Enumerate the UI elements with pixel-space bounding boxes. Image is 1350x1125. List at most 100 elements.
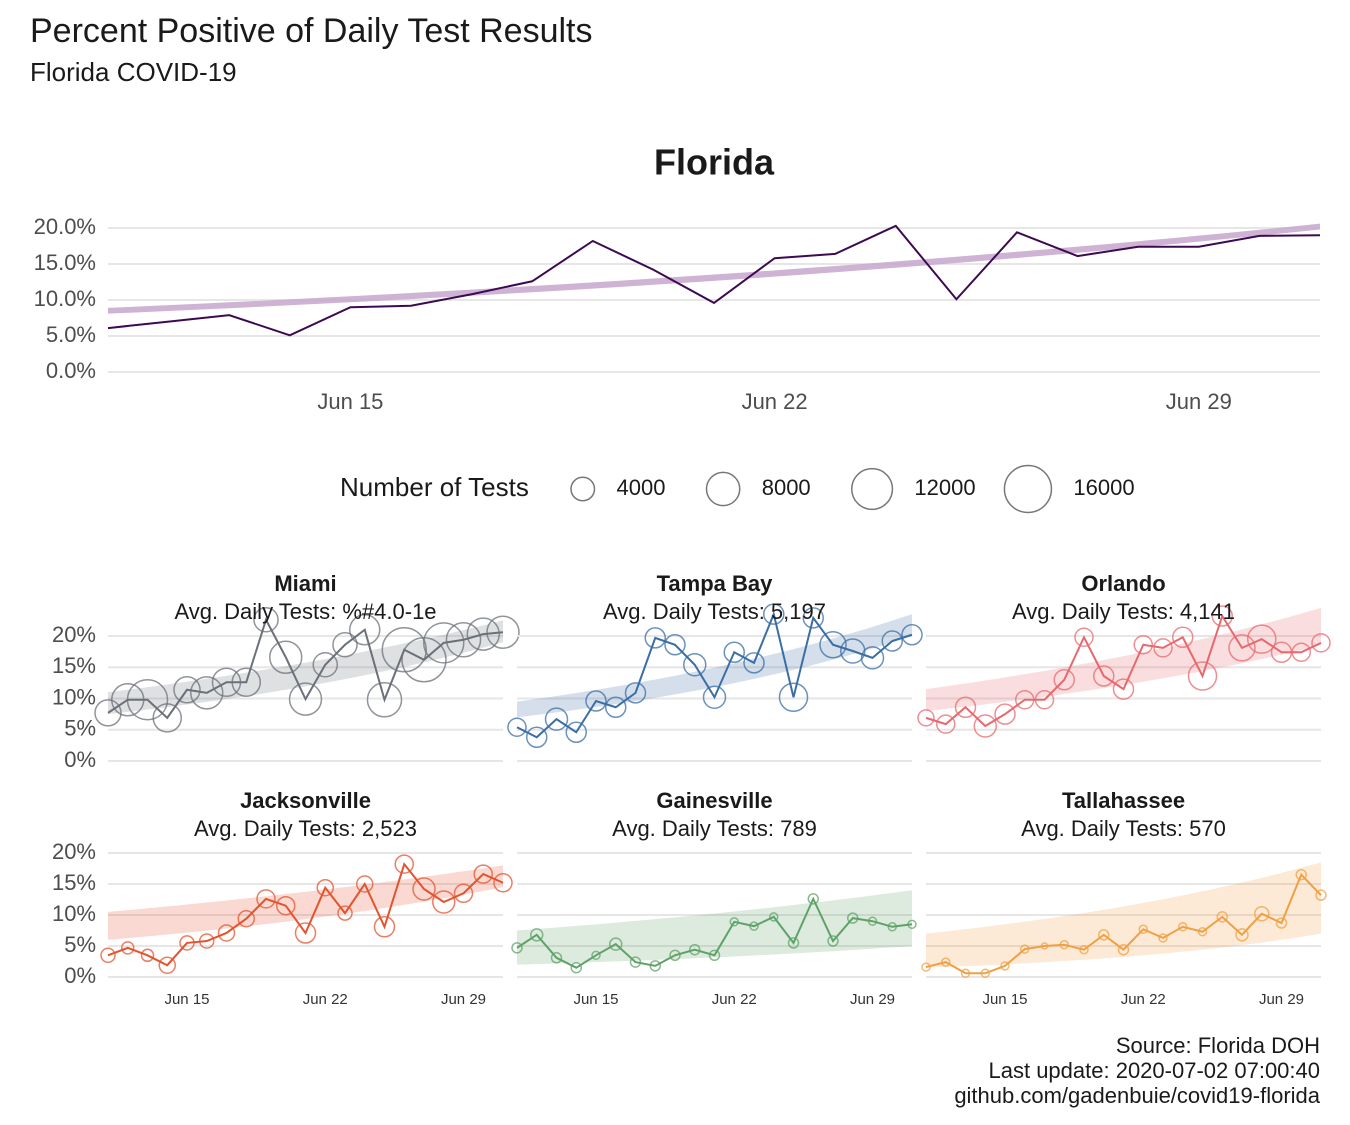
panel-subtitle: Avg. Daily Tests: %#4.0-1e bbox=[174, 599, 436, 624]
test-bubble bbox=[1315, 889, 1327, 901]
test-bubble bbox=[729, 917, 739, 927]
test-bubble bbox=[126, 678, 169, 721]
page-title: Percent Positive of Daily Test Results bbox=[30, 12, 593, 50]
test-bubble bbox=[275, 895, 296, 916]
test-bubble bbox=[337, 905, 353, 921]
test-bubble bbox=[253, 606, 279, 633]
test-bubble bbox=[507, 717, 527, 738]
test-bubble bbox=[332, 631, 358, 658]
test-bubble bbox=[1040, 942, 1049, 950]
y-tick-label: 0% bbox=[64, 963, 96, 988]
test-bubble bbox=[702, 685, 727, 709]
test-bubble bbox=[1311, 633, 1331, 653]
test-bubble bbox=[1211, 605, 1234, 627]
test-bubble bbox=[609, 937, 623, 951]
test-bubble bbox=[649, 960, 661, 972]
trend-band bbox=[108, 223, 1320, 314]
panel-title: Tampa Bay bbox=[657, 571, 774, 596]
test-bubble bbox=[591, 950, 601, 961]
test-bubble bbox=[887, 922, 897, 932]
test-bubble bbox=[994, 703, 1016, 725]
trend-band bbox=[926, 862, 1321, 968]
test-bubble bbox=[624, 682, 647, 704]
test-bubble bbox=[349, 614, 381, 646]
test-bubble bbox=[1153, 638, 1173, 658]
legend-bubble bbox=[1003, 464, 1053, 514]
test-bubble bbox=[769, 912, 779, 922]
test-bubble bbox=[683, 653, 707, 677]
test-bubble bbox=[1117, 943, 1130, 956]
y-tick-label: 15% bbox=[52, 870, 96, 895]
test-bubble bbox=[1112, 678, 1135, 700]
test-bubble bbox=[585, 690, 607, 712]
test-bubble bbox=[941, 957, 951, 967]
panel-subtitle: Avg. Daily Tests: 789 bbox=[612, 816, 817, 841]
data-line bbox=[516, 896, 913, 969]
test-bubble bbox=[802, 607, 825, 629]
test-bubble bbox=[530, 928, 544, 942]
data-line bbox=[107, 617, 504, 720]
test-bubble bbox=[881, 630, 904, 652]
caption: Source: Florida DOH bbox=[1116, 1033, 1320, 1058]
test-bubble bbox=[565, 721, 588, 744]
caption: github.com/gadenbuie/covid19-florida bbox=[954, 1083, 1320, 1108]
test-bubble bbox=[973, 714, 997, 738]
x-tick-label: Jun 29 bbox=[441, 991, 486, 1008]
test-bubble bbox=[1246, 624, 1277, 654]
test-bubble bbox=[550, 952, 563, 964]
x-tick-label: Jun 22 bbox=[712, 991, 757, 1008]
x-tick-label: Jun 15 bbox=[573, 991, 618, 1008]
test-bubble bbox=[629, 956, 642, 968]
trend-band bbox=[926, 607, 1321, 711]
test-bubble bbox=[708, 949, 721, 962]
test-bubble bbox=[644, 627, 667, 649]
test-bubble bbox=[980, 968, 990, 979]
test-bubble bbox=[432, 890, 456, 914]
y-tick-label: 15.0% bbox=[34, 250, 96, 275]
test-bubble bbox=[921, 962, 931, 972]
x-tick-label: Jun 22 bbox=[1121, 991, 1166, 1008]
data-line bbox=[107, 224, 1321, 337]
y-tick-label: 0% bbox=[64, 747, 96, 772]
test-bubble bbox=[1178, 922, 1188, 932]
test-bubble bbox=[1079, 944, 1089, 955]
test-bubble bbox=[158, 956, 176, 974]
data-line bbox=[925, 613, 1322, 728]
y-tick-label: 20% bbox=[52, 622, 96, 647]
test-bubble bbox=[1020, 944, 1030, 954]
x-tick-label: Jun 22 bbox=[303, 991, 348, 1008]
test-bubble bbox=[901, 623, 923, 646]
test-bubble bbox=[111, 683, 145, 717]
test-bubble bbox=[94, 699, 122, 727]
test-bubble bbox=[544, 707, 569, 731]
test-bubble bbox=[288, 682, 323, 716]
legend-bubble bbox=[850, 467, 894, 511]
test-bubble bbox=[743, 652, 765, 674]
legend-bubble bbox=[570, 476, 596, 502]
y-tick-label: 20% bbox=[52, 839, 96, 864]
trend-band bbox=[517, 890, 912, 965]
test-bubble bbox=[1000, 961, 1010, 971]
data-line bbox=[516, 610, 913, 739]
test-bubble bbox=[917, 709, 935, 727]
test-bubble bbox=[689, 943, 701, 956]
test-bubble bbox=[486, 615, 520, 649]
panel-title: Florida bbox=[654, 142, 775, 183]
test-bubble bbox=[453, 883, 474, 904]
test-bubble bbox=[121, 941, 135, 955]
test-bubble bbox=[1158, 933, 1168, 943]
y-tick-label: 5.0% bbox=[46, 322, 96, 347]
test-bubble bbox=[211, 667, 242, 698]
test-bubble bbox=[847, 912, 859, 924]
test-bubble bbox=[1197, 927, 1208, 937]
caption: Last update: 2020-07-02 07:00:40 bbox=[989, 1058, 1321, 1083]
data-line bbox=[107, 862, 504, 967]
y-tick-label: 20.0% bbox=[34, 214, 96, 239]
test-bubble bbox=[473, 864, 494, 884]
x-tick-label: Jun 29 bbox=[1259, 991, 1304, 1008]
test-bubble bbox=[807, 893, 819, 905]
y-tick-label: 5% bbox=[64, 716, 96, 741]
trend-band bbox=[108, 865, 503, 940]
test-bubble bbox=[445, 621, 482, 658]
